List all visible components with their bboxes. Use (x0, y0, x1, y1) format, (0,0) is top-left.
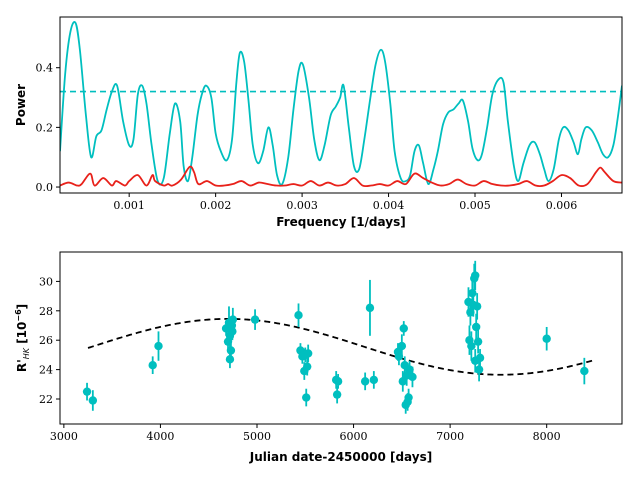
data-point (542, 334, 551, 343)
data-point (82, 387, 92, 396)
ylabel-sub: HK (22, 347, 31, 359)
activity-xtick-label: 5000 (243, 430, 271, 443)
data-point (333, 377, 343, 386)
periodogram-xtick-label: 0.002 (200, 199, 232, 212)
data-point (294, 311, 303, 320)
data-point (399, 324, 408, 333)
activity-xtick-label: 8000 (533, 430, 561, 443)
activity-xtick-label: 6000 (340, 430, 368, 443)
activity-xtick-label: 4000 (146, 430, 174, 443)
data-point (404, 393, 413, 402)
ylabel-unit: [10 (15, 322, 29, 348)
data-point (302, 393, 311, 402)
data-point (474, 365, 484, 374)
activity-xtick-label: 3000 (50, 430, 78, 443)
data-point (471, 271, 480, 280)
data-point (360, 377, 370, 386)
periodogram-ytick-label: 0.2 (36, 121, 54, 134)
data-point (250, 315, 260, 324)
periodogram-ytick-label: 0.4 (36, 62, 54, 75)
data-point (408, 372, 417, 382)
activity-ytick-label: 26 (39, 334, 53, 347)
data-point (475, 353, 485, 363)
data-point (332, 390, 342, 399)
periodogram-xtick-label: 0.004 (373, 199, 405, 212)
activity-ytick-label: 28 (39, 305, 53, 318)
data-point (225, 355, 235, 364)
periodogram-ytick-label: 0.0 (36, 181, 54, 194)
ylabel-close: ] (15, 304, 29, 309)
data-point (471, 322, 481, 332)
data-point (472, 302, 482, 311)
periodogram-xtick-label: 0.005 (459, 199, 491, 212)
data-point (303, 362, 312, 371)
periodogram-xtick-label: 0.003 (286, 199, 318, 212)
activity-panel: 3000 4000 5000 6000 7000 8000 22 24 26 28 30 Julia… (14, 251, 623, 464)
data-point (226, 346, 236, 355)
periodogram-xtick-label: 0.006 (546, 199, 578, 212)
data-point (303, 349, 313, 358)
periodogram-ylabel: Power (14, 84, 28, 126)
periodogram-xtick-label: 0.001 (113, 199, 145, 212)
periodogram-frame (59, 16, 623, 194)
data-point (397, 341, 407, 351)
activity-xlabel: Julian date-2450000 [days] (249, 450, 432, 464)
activity-ytick-label: 24 (39, 364, 53, 377)
data-point (580, 366, 589, 376)
activity-ylabel: R'HK [10−6] (14, 304, 31, 372)
ylabel-exp: −6 (14, 309, 23, 322)
activity-ytick-label: 22 (39, 393, 53, 406)
ylabel-main: R' (15, 359, 29, 372)
data-point (228, 315, 238, 324)
activity-xtick-label: 7000 (436, 430, 464, 443)
sinusoid-fit-line (87, 317, 596, 376)
data-point (468, 288, 477, 298)
data-point (154, 341, 163, 351)
data-point (473, 337, 483, 346)
data-point (88, 396, 98, 405)
periodogram-xlabel: Frequency [1/days] (276, 215, 405, 229)
data-point (369, 375, 379, 385)
activity-ytick-label: 30 (39, 275, 53, 288)
activity-frame (59, 251, 623, 425)
data-point (148, 360, 157, 370)
window-function-line (60, 165, 622, 188)
data-point (467, 341, 476, 351)
periodogram-line (60, 21, 622, 186)
periodogram-panel: 0.001 0.002 0.003 0.004 0.005 0.0060.00.20.4 … (14, 16, 623, 229)
data-point (365, 303, 375, 313)
